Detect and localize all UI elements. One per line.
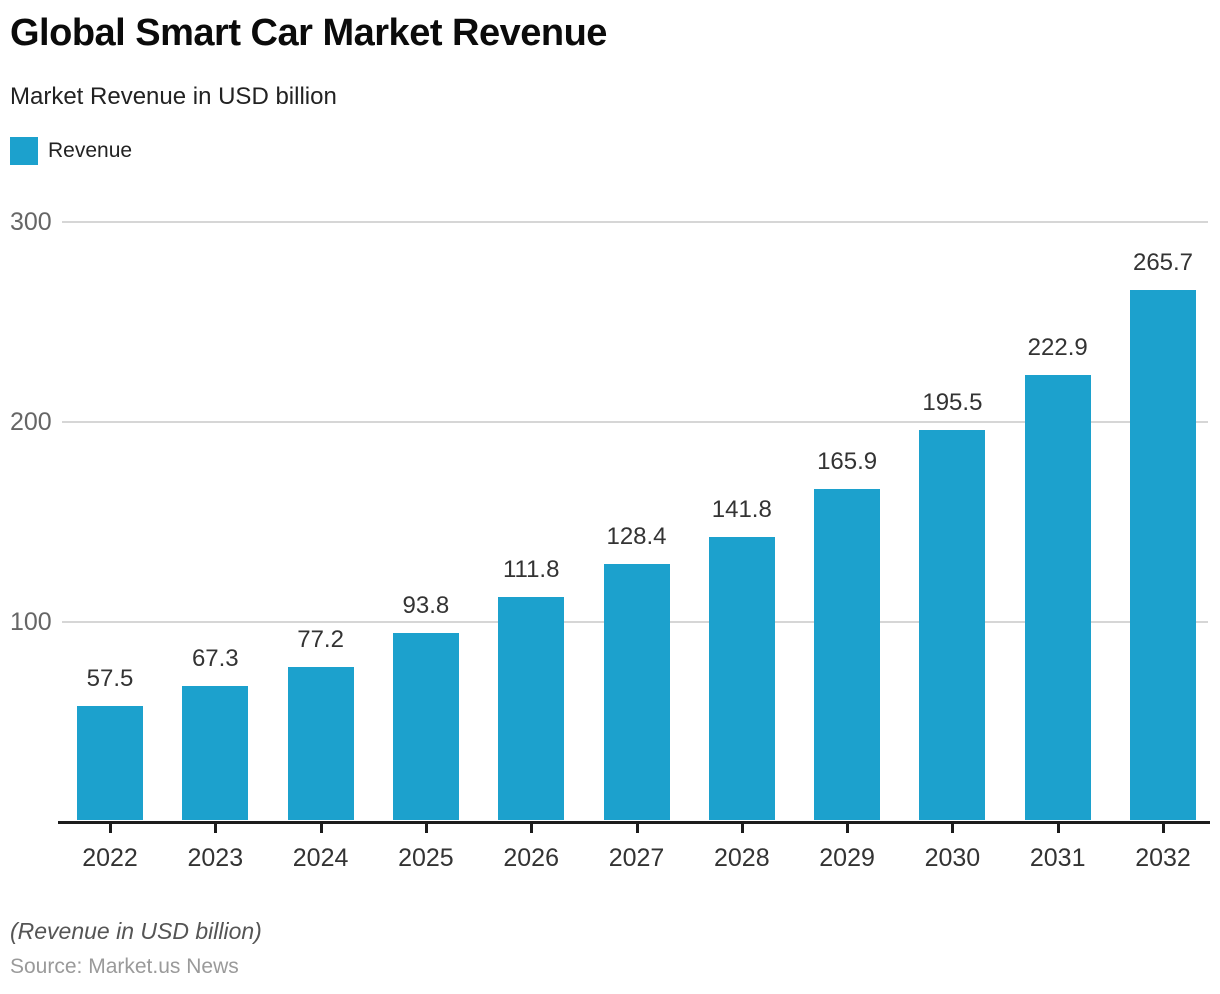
x-axis-label-2022: 2022 (82, 844, 138, 872)
x-axis-tick (214, 824, 218, 833)
bar-2026[interactable] (498, 597, 565, 820)
value-label-2022: 57.5 (86, 665, 134, 692)
gridline-300 (62, 221, 1208, 223)
x-axis-label-2028: 2028 (713, 844, 770, 872)
bar-2025[interactable] (392, 633, 459, 820)
bar-2027[interactable] (603, 564, 670, 820)
chart-subtitle: Market Revenue in USD billion (10, 83, 337, 110)
x-axis-label-2027: 2027 (608, 844, 665, 872)
x-axis-tick (740, 824, 744, 833)
legend-label: Revenue (48, 139, 133, 162)
bar-2030[interactable] (919, 430, 986, 820)
x-axis-label-2024: 2024 (292, 844, 349, 872)
x-axis-tick (319, 824, 323, 833)
gridline-200 (62, 421, 1208, 423)
legend-swatch-icon (10, 137, 38, 165)
y-axis-tick-label: 300 (10, 208, 52, 236)
x-axis-label-2029: 2029 (819, 844, 875, 872)
bar-2028[interactable] (708, 537, 775, 820)
bar-2031[interactable] (1024, 375, 1091, 820)
value-label-2024: 77.2 (297, 625, 344, 653)
bar-2023[interactable] (182, 686, 249, 820)
chart-title: Global Smart Car Market Revenue (10, 12, 607, 54)
x-axis-label-2026: 2026 (503, 844, 559, 872)
value-label-2025: 93.8 (402, 592, 450, 620)
x-axis-label-2023: 2023 (187, 844, 244, 872)
bar-2029[interactable] (814, 489, 881, 820)
x-axis-label-2031: 2031 (1029, 844, 1086, 872)
y-axis-tick-label: 200 (10, 408, 52, 436)
bar-2022[interactable] (77, 706, 143, 820)
value-label-2032: 265.7 (1132, 248, 1194, 276)
x-axis-tick (846, 824, 850, 833)
value-label-2026: 111.8 (502, 556, 560, 584)
bar-2024[interactable] (287, 666, 354, 820)
value-label-2029: 165.9 (817, 448, 878, 476)
x-axis-tick (1162, 824, 1165, 833)
value-label-2028: 141.8 (711, 496, 772, 524)
y-axis-tick-label: 100 (10, 608, 52, 636)
value-label-2023: 67.3 (191, 645, 239, 673)
x-axis-tick (530, 824, 534, 833)
x-axis-label-2030: 2030 (924, 844, 981, 872)
legend-item-revenue[interactable]: Revenue (10, 137, 132, 165)
chart-source: Source: Market.us News (10, 955, 239, 978)
bar-2032[interactable] (1130, 289, 1196, 820)
legend: Revenue (10, 137, 132, 165)
x-axis-label-2032: 2032 (1135, 844, 1191, 872)
value-label-2030: 195.5 (922, 389, 983, 416)
x-axis-tick (635, 824, 639, 833)
x-axis-label-2025: 2025 (398, 844, 454, 872)
x-axis-tick (109, 824, 112, 833)
x-axis-tick (424, 824, 428, 833)
x-axis-tick (951, 824, 955, 833)
chart-footnote: (Revenue in USD billion) (10, 918, 262, 944)
value-label-2031: 222.9 (1027, 334, 1088, 362)
x-axis-line (58, 821, 1210, 824)
x-axis-tick (1056, 824, 1060, 833)
value-label-2027: 128.4 (606, 523, 667, 551)
